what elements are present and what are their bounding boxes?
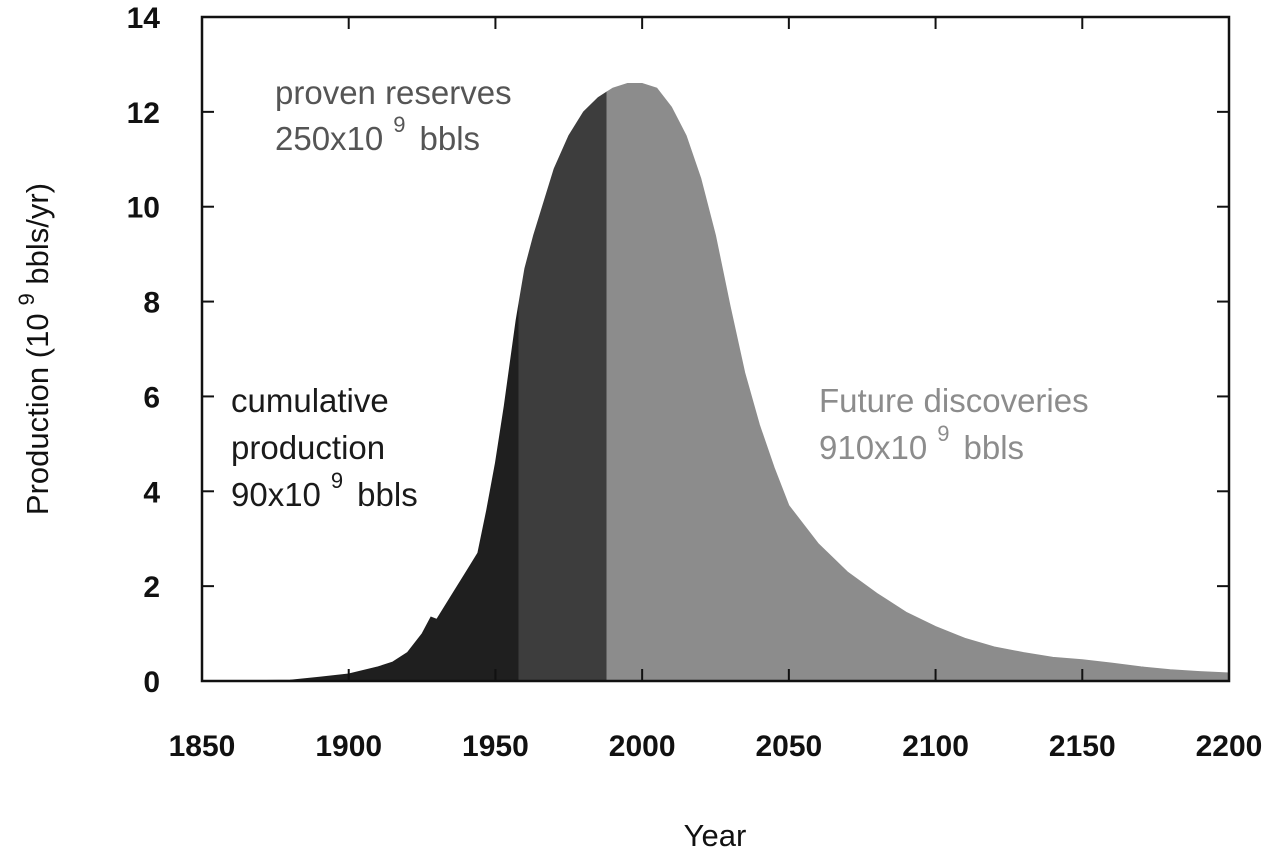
y-tick-label-0: 0 [143,666,160,699]
y-axis-title-unit: bbls/yr) [20,183,55,293]
area-region-future-discoveries [606,83,1230,682]
x-tick-label-2100: 2100 [902,730,969,763]
y-axis-title: Production (10 9 bbls/yr) [14,183,55,515]
y-tick-label-2: 2 [143,571,160,604]
annotation-cumulative-production: cumulative production 90x10 9 bbls [231,382,418,513]
annotation-future-number: 910x10 [819,429,927,466]
annotation-future-unit: bbls [964,429,1025,466]
x-tick-label-2050: 2050 [755,730,822,763]
x-tick-label-1900: 1900 [315,730,382,763]
annotation-future-value: 910x10 9 bbls [819,421,1024,466]
x-tick-label-2150: 2150 [1049,730,1116,763]
annotation-future-line1: Future discoveries [819,382,1089,419]
annotation-proven-reserves: proven reserves 250x10 9 bbls [275,74,512,157]
annotation-cumulative-value: 90x10 9 bbls [231,468,418,513]
area-region-cumulative-production [201,303,520,682]
plot-frame [200,15,1231,683]
annotation-future-discoveries: Future discoveries 910x10 9 bbls [819,382,1089,466]
annotation-cumulative-unit: bbls [357,476,418,513]
y-tick-label-4: 4 [143,476,160,509]
annotation-proven-value: 250x10 9 bbls [275,112,480,157]
annotation-future-exponent: 9 [937,421,949,446]
x-tick-label-1850: 1850 [169,730,236,763]
annotation-cumulative-line1: cumulative [231,382,389,419]
annotation-cumulative-line2: production [231,429,385,466]
annotation-proven-unit: bbls [420,120,481,157]
annotation-cumulative-exponent: 9 [331,468,343,493]
annotation-proven-exponent: 9 [393,112,405,137]
x-axis-title: Year [684,818,747,853]
y-tick-label-14: 14 [127,2,161,35]
annotation-cumulative-number: 90x10 [231,476,321,513]
y-axis-title-exponent: 9 [14,293,39,305]
axis-tick-labels: 1850 1900 1950 2000 2050 2100 2150 2200 0 2 4 6 8 10 1… [127,2,1263,763]
y-tick-label-6: 6 [143,381,160,414]
x-tick-label-1950: 1950 [462,730,529,763]
y-tick-label-12: 12 [127,97,160,130]
x-tick-label-2000: 2000 [609,730,676,763]
x-tick-label-2200: 2200 [1196,730,1263,763]
annotation-proven-number: 250x10 [275,120,383,157]
y-tick-label-10: 10 [127,192,160,225]
area-regions [201,83,1230,682]
y-axis-title-main: Production (10 [20,313,55,515]
y-tick-label-8: 8 [143,287,160,320]
axis-ticks [201,16,1230,682]
area-region-proven-reserves [518,91,608,682]
annotation-proven-line1: proven reserves [275,74,512,111]
